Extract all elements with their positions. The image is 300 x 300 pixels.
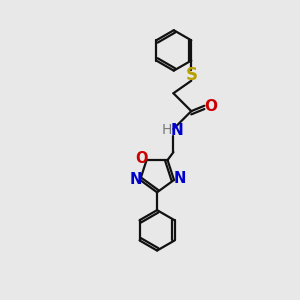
Text: N: N: [171, 123, 184, 138]
Text: O: O: [204, 99, 217, 114]
Text: N: N: [130, 172, 142, 188]
Text: H: H: [162, 124, 172, 137]
Text: S: S: [185, 66, 197, 84]
Text: N: N: [173, 171, 186, 186]
Text: O: O: [136, 151, 148, 166]
